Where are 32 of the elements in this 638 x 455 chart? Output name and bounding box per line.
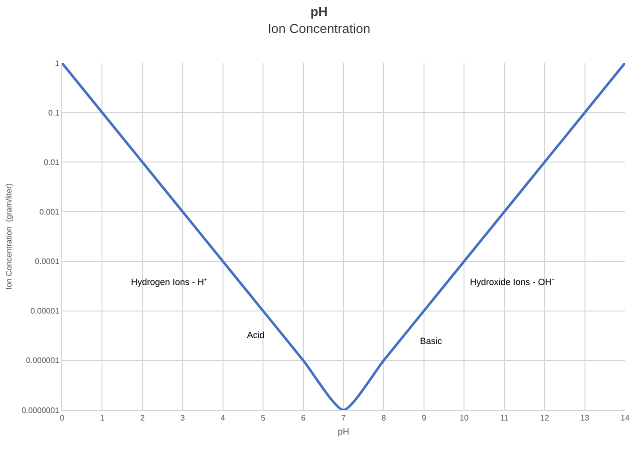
annotation: Hydrogen Ions - H⁺ — [131, 277, 208, 287]
y-tick-label: 0.000001 — [26, 356, 60, 366]
y-tick-label: 0.1 — [48, 108, 60, 118]
y-tick-label: 0.0000001 — [22, 406, 60, 415]
x-tick-label: 1 — [100, 414, 105, 423]
x-tick-label: 9 — [422, 414, 427, 423]
line-series — [62, 63, 625, 410]
y-tick-label: 0.01 — [44, 158, 60, 167]
chart-subtitle: Ion Concentration — [268, 20, 370, 36]
annotation: Hydroxide Ions - OH⁻ — [470, 277, 555, 287]
x-tick-label: 8 — [381, 414, 386, 423]
x-tick-label: 3 — [180, 414, 186, 423]
x-tick-label: 12 — [540, 414, 550, 423]
annotation: Basic — [420, 336, 443, 346]
y-tick-label: 1 — [54, 58, 60, 68]
x-tick-label: 2 — [140, 414, 146, 423]
x-tick-label: 13 — [580, 414, 590, 423]
y-axis-title: Ion Concentration (gram/liter) — [4, 183, 14, 290]
annotation: Acid — [247, 330, 265, 340]
y-tick-label: 0.001 — [39, 208, 60, 217]
x-tick-label: 0 — [60, 414, 65, 423]
chart-title: pH — [310, 4, 328, 19]
x-tick-label: 14 — [620, 414, 630, 423]
x-tick-label: 11 — [500, 414, 510, 423]
x-tick-label: 4 — [220, 414, 226, 423]
x-tick-label: 10 — [460, 414, 470, 423]
y-tick-label: 0.00001 — [30, 306, 60, 316]
y-tick-label: 0.0001 — [34, 257, 60, 266]
x-axis-title: pH — [338, 426, 350, 436]
x-tick-label: 7 — [341, 414, 346, 423]
x-tick-label: 6 — [301, 414, 306, 423]
x-tick-label: 5 — [260, 414, 266, 423]
